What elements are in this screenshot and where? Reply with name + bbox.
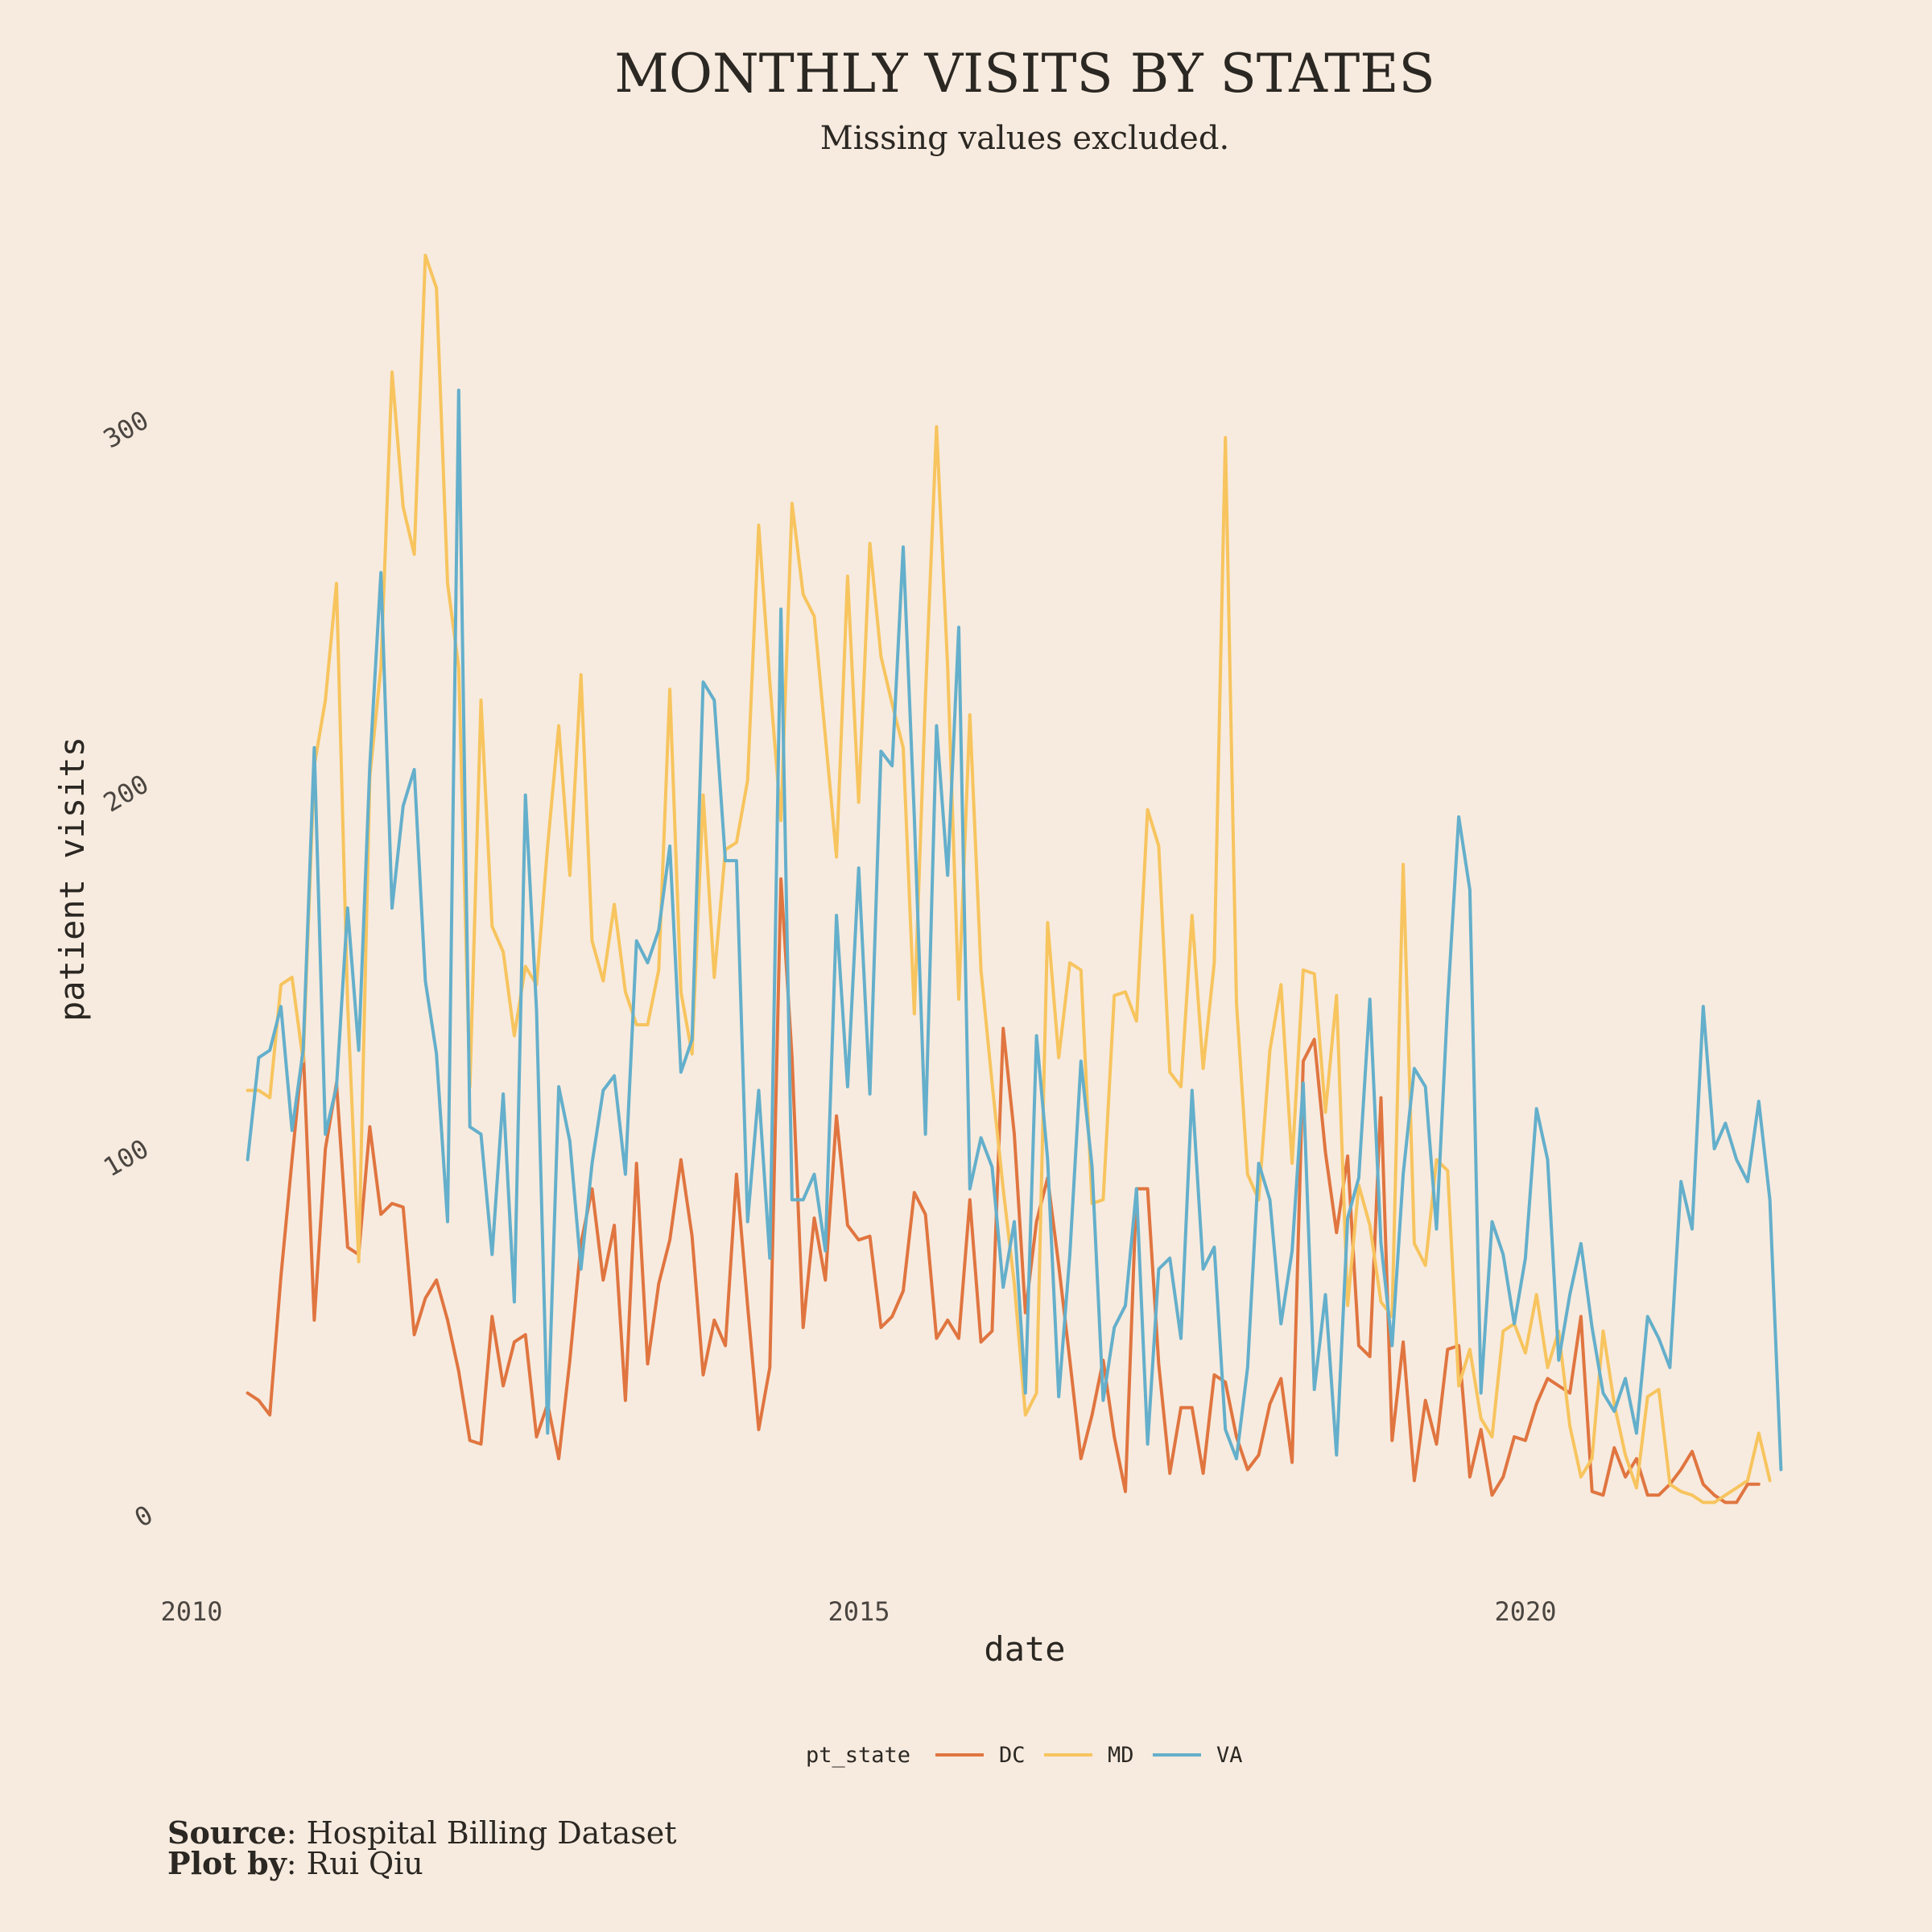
y-axis-label: patient visits (52, 737, 92, 1022)
caption: Source: Hospital Billing Dataset Plot by… (167, 1814, 677, 1881)
chart-subtitle: Missing values excluded. (820, 120, 1229, 157)
y-axis-ticks: 0 100 200 300 (98, 405, 158, 1534)
plot-area (246, 254, 1783, 1505)
caption-source-label: Source (167, 1814, 287, 1851)
legend-title: pt_state (806, 1743, 910, 1768)
legend-label-md: MD (1108, 1743, 1134, 1768)
y-tick-label: 200 (98, 769, 154, 819)
y-tick-label: 0 (130, 1499, 159, 1534)
x-axis-ticks: 2010 2015 2020 (160, 1596, 1556, 1627)
legend-label-dc: DC (999, 1743, 1026, 1768)
series-line-md (246, 254, 1772, 1505)
y-tick-label: 300 (98, 405, 154, 455)
caption-plotby: Plot by: Rui Qiu (167, 1845, 423, 1881)
y-tick-label: 100 (98, 1133, 154, 1183)
x-axis-label: date (984, 1629, 1065, 1669)
x-tick-label: 2020 (1494, 1596, 1556, 1627)
caption-source: Source: Hospital Billing Dataset (167, 1814, 677, 1851)
x-tick-label: 2015 (828, 1596, 890, 1627)
legend: pt_state DC MD VA (806, 1743, 1243, 1768)
caption-plotby-label: Plot by (167, 1845, 287, 1881)
caption-source-text: : Hospital Billing Dataset (287, 1815, 677, 1851)
series-line-dc (246, 877, 1761, 1505)
legend-label-va: VA (1216, 1743, 1243, 1768)
x-tick-label: 2010 (160, 1596, 222, 1627)
chart-title: MONTHLY VISITS BY STATES (614, 43, 1435, 105)
caption-plotby-text: : Rui Qiu (287, 1846, 423, 1881)
series-line-va (246, 388, 1783, 1472)
